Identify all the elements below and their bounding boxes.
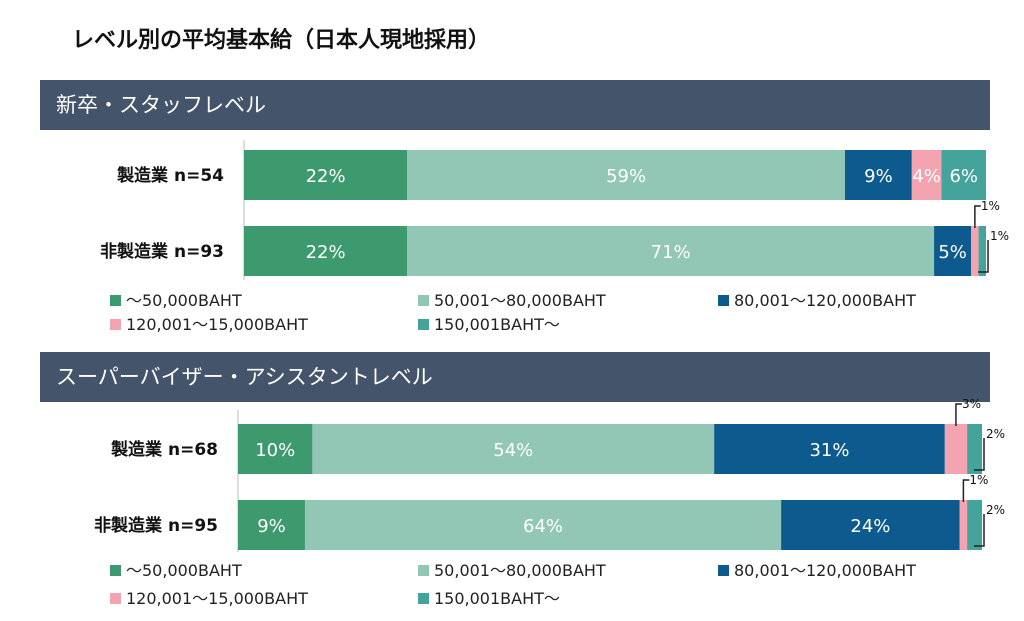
legend-label-50001-80000: 50,001〜80,000BAHT <box>434 561 606 580</box>
data-label: 1% <box>969 473 988 487</box>
callout-line <box>974 514 985 547</box>
callout-line <box>955 403 962 426</box>
bar-segment-80001-120000 <box>714 424 945 474</box>
data-label: 1% <box>981 199 1000 213</box>
bar-segment-over-150001 <box>978 226 986 276</box>
data-label: 59% <box>606 166 646 187</box>
data-label: 54% <box>493 440 533 461</box>
section-header-supervisor: スーパーバイザー・アシスタントレベル <box>40 352 990 402</box>
callout-line <box>974 205 981 228</box>
data-label: 31% <box>809 440 849 461</box>
page-title: レベル別の平均基本給（日本人現地採用） <box>72 28 491 53</box>
legend-label-80001-120000: 80,001〜120,000BAHT <box>734 561 916 580</box>
supervisor-level-chart: 製造業 n=68 10% 54% 31% 3% 2% 非製造業 n=95 9% 64% 24% 1%… <box>94 397 1005 608</box>
bar-segment-50001-80000 <box>304 500 782 550</box>
bar-segment-50001-80000 <box>407 226 935 276</box>
bar-segment-50001-80000 <box>407 150 846 200</box>
data-label: 5% <box>938 242 967 263</box>
data-label: 71% <box>651 242 691 263</box>
legend-swatch-under-50000 <box>110 295 121 306</box>
legend-swatch-over-150001 <box>418 319 429 330</box>
data-label: 10% <box>255 440 295 461</box>
legend-swatch-120001-150000 <box>110 593 121 604</box>
section-header-staff: 新卒・スタッフレベル <box>40 80 990 130</box>
bar-segment-under-50000 <box>238 424 313 474</box>
bar-segment-120001-150000 <box>944 424 968 474</box>
staff-level-chart: 製造業 n=54 22% 59% 9% 4% 6% 非製造業 n=93 22% 71% 5% 1% 1… <box>100 140 1009 334</box>
data-label: 24% <box>850 516 890 537</box>
bar-segment-over-150001 <box>967 424 982 474</box>
row-label: 製造業 n=68 <box>110 439 218 460</box>
bar-segment-under-50000 <box>238 500 305 550</box>
data-label: 22% <box>306 166 346 187</box>
bar-segment-under-50000 <box>244 150 408 200</box>
row-label: 非製造業 n=95 <box>94 515 218 536</box>
legend-swatch-120001-150000 <box>110 319 121 330</box>
data-label: 3% <box>962 397 981 411</box>
row-label: 非製造業 n=93 <box>100 241 224 262</box>
bar-segment-120001-150000 <box>911 150 942 200</box>
data-label: 1% <box>990 229 1009 243</box>
legend-swatch-80001-120000 <box>718 295 729 306</box>
callout-line <box>962 479 970 502</box>
legend-swatch-under-50000 <box>110 565 121 576</box>
bar-segment-120001-150000 <box>971 226 979 276</box>
data-label: 2% <box>986 503 1005 517</box>
bar-segment-80001-120000 <box>934 226 972 276</box>
bar-segment-under-50000 <box>244 226 408 276</box>
callout-line <box>974 438 985 471</box>
row-label: 製造業 n=54 <box>116 165 224 186</box>
legend-label-over-150001: 150,001BAHT〜 <box>434 315 560 334</box>
callout-line <box>978 240 989 273</box>
legend-label-50001-80000: 50,001〜80,000BAHT <box>434 291 606 310</box>
legend-swatch-80001-120000 <box>718 565 729 576</box>
legend-label-120001-150000: 120,001〜15,000BAHT <box>126 315 308 334</box>
bar-segment-over-150001 <box>967 500 982 550</box>
legend-label-120001-150000: 120,001〜15,000BAHT <box>126 589 308 608</box>
legend-label-over-150001: 150,001BAHT〜 <box>434 589 560 608</box>
bar-segment-80001-120000 <box>845 150 912 200</box>
data-label: 22% <box>306 242 346 263</box>
bar-segment-over-150001 <box>941 150 986 200</box>
legend-label-80001-120000: 80,001〜120,000BAHT <box>734 291 916 310</box>
bar-segment-50001-80000 <box>312 424 715 474</box>
legend-swatch-over-150001 <box>418 593 429 604</box>
data-label: 4% <box>912 166 941 187</box>
data-label: 64% <box>523 516 563 537</box>
legend-swatch-50001-80000 <box>418 565 429 576</box>
legend-label-under-50000: 〜50,000BAHT <box>126 291 242 310</box>
data-label: 9% <box>257 516 286 537</box>
data-label: 9% <box>864 166 893 187</box>
legend-label-under-50000: 〜50,000BAHT <box>126 561 242 580</box>
legend-swatch-50001-80000 <box>418 295 429 306</box>
data-label: 6% <box>949 166 978 187</box>
bar-segment-120001-150000 <box>959 500 968 550</box>
bar-segment-80001-120000 <box>781 500 960 550</box>
data-label: 2% <box>986 427 1005 441</box>
